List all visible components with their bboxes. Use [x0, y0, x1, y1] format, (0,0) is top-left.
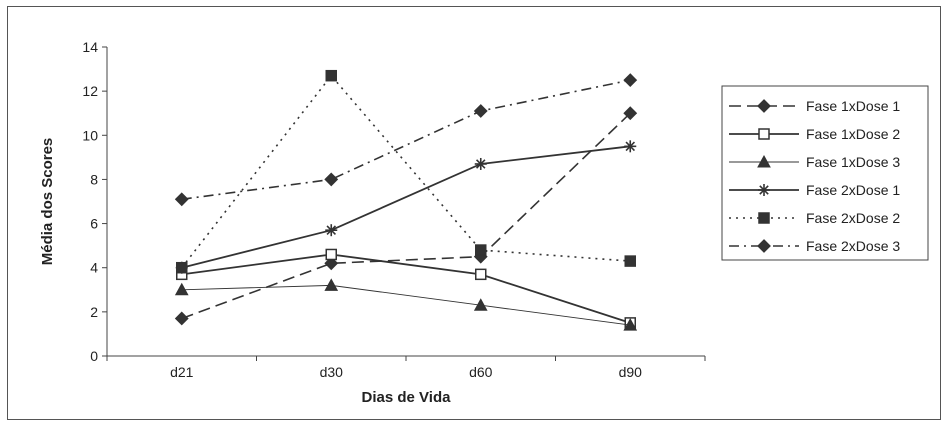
- data-point: [174, 282, 189, 296]
- series-5: [176, 69, 636, 274]
- series-line: [181, 79, 631, 201]
- data-point: [325, 224, 338, 237]
- legend-item: Fase 1xDose 2: [729, 126, 900, 142]
- data-point: [174, 311, 189, 326]
- series-layer: [174, 69, 638, 331]
- data-point: [475, 268, 487, 281]
- data-point: [324, 278, 339, 291]
- data-point: [623, 106, 638, 121]
- x-axis-ticks: d21 d30 d60 d90: [106, 356, 706, 380]
- series-line: [181, 112, 631, 320]
- y-tick-label: 2: [90, 304, 98, 320]
- series-1: [174, 106, 638, 326]
- data-point: [324, 172, 339, 187]
- series-line: [181, 253, 631, 324]
- legend-label: Fase 2xDose 3: [806, 238, 900, 254]
- y-tick-label: 6: [90, 216, 98, 232]
- x-axis-title: Dias de Vida: [362, 389, 452, 406]
- data-point: [623, 318, 638, 331]
- x-tick-label: d90: [619, 364, 643, 380]
- data-point: [475, 244, 487, 256]
- data-point: [176, 261, 188, 274]
- legend-marker: [758, 128, 770, 140]
- data-point: [325, 69, 337, 82]
- y-tick-label: 12: [82, 83, 98, 99]
- data-point: [474, 157, 487, 170]
- legend: Fase 1xDose 1 Fase 1xDose 2 Fase 1xDose 3 F…: [721, 85, 929, 261]
- legend-label: Fase 1xDose 3: [806, 154, 900, 170]
- legend-marker: [757, 239, 771, 253]
- legend-box: [721, 85, 929, 261]
- legend-item: Fase 1xDose 1: [729, 98, 900, 114]
- legend-marker: [758, 212, 770, 224]
- data-point: [624, 140, 637, 153]
- data-point: [623, 73, 638, 88]
- legend-label: Fase 1xDose 1: [806, 98, 900, 114]
- data-point: [324, 256, 339, 271]
- series-line: [181, 145, 631, 269]
- legend-item: Fase 2xDose 1: [729, 182, 900, 198]
- data-point: [174, 192, 189, 207]
- data-point: [473, 298, 488, 311]
- y-tick-label: 10: [82, 127, 98, 143]
- y-axis-ticks: 0 2 4 6 8 10 12 14: [82, 39, 107, 364]
- legend-label: Fase 2xDose 2: [806, 210, 900, 226]
- x-tick-label: d21: [170, 364, 194, 380]
- y-axis-title: Média dos Scores: [39, 138, 56, 266]
- data-point: [473, 104, 488, 118]
- legend-item: Fase 1xDose 3: [729, 154, 900, 170]
- y-tick-label: 8: [90, 171, 98, 187]
- series-4: [175, 140, 637, 274]
- series-6: [174, 73, 638, 207]
- legend-marker: [757, 99, 771, 113]
- y-tick-label: 0: [90, 348, 98, 364]
- series-line: [181, 74, 631, 269]
- legend-label: Fase 2xDose 1: [806, 182, 900, 198]
- legend-marker: [757, 154, 771, 168]
- y-tick-label: 14: [82, 39, 98, 55]
- series-2: [176, 248, 636, 329]
- y-tick-label: 4: [90, 260, 98, 276]
- series-3: [174, 278, 638, 331]
- legend-label: Fase 1xDose 2: [806, 126, 900, 142]
- data-point: [325, 248, 337, 261]
- legend-item: Fase 2xDose 3: [729, 238, 900, 254]
- legend-marker: [758, 184, 770, 196]
- legend-item: Fase 2xDose 2: [729, 210, 900, 226]
- plot-area: [106, 47, 705, 357]
- data-point: [624, 255, 636, 267]
- series-line: [181, 284, 631, 326]
- x-tick-label: d30: [320, 364, 344, 380]
- x-tick-label: d60: [469, 364, 493, 380]
